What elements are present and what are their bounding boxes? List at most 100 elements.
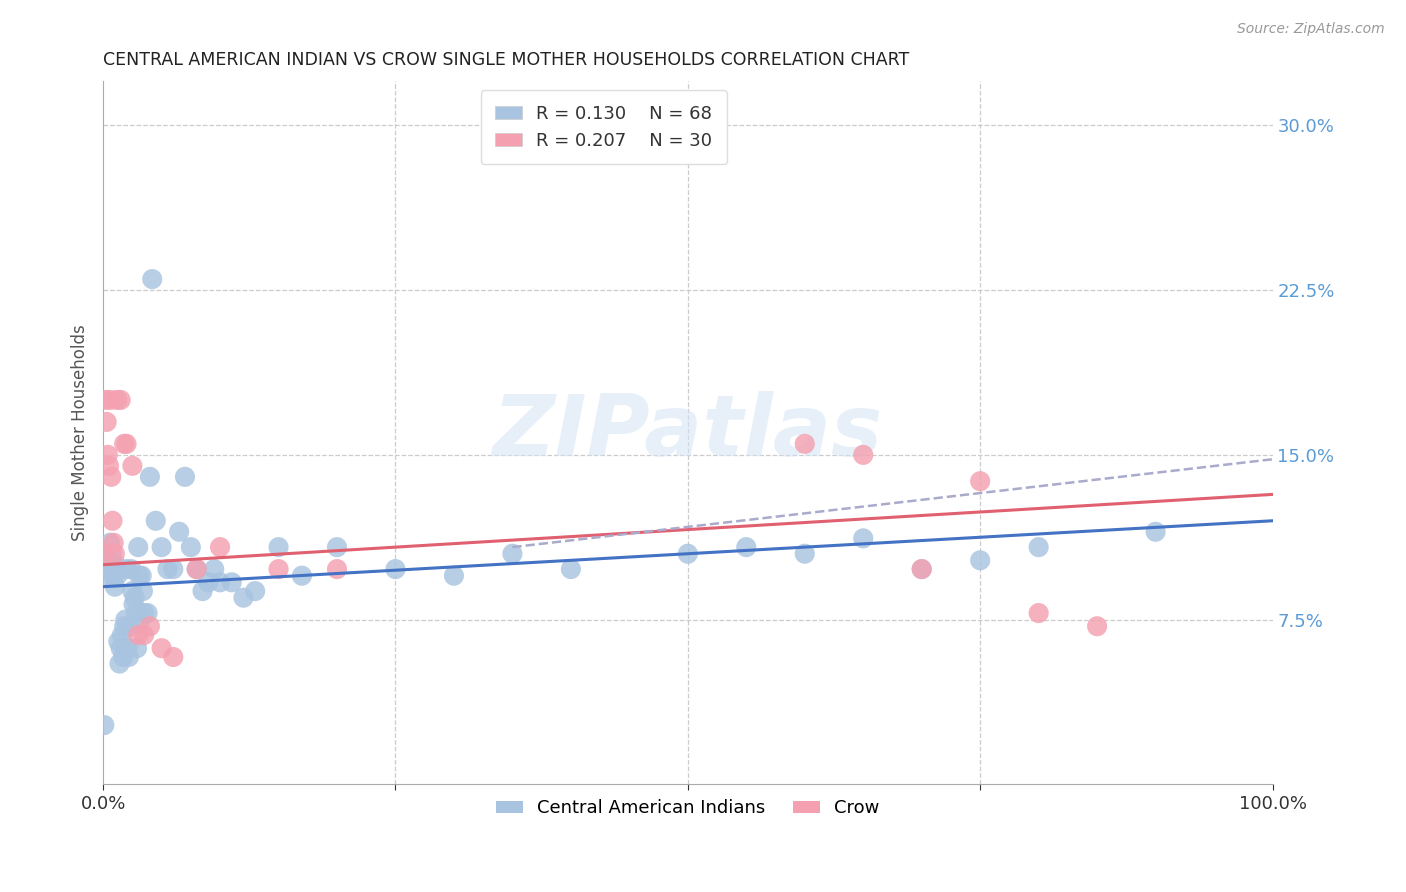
Point	[384, 562, 406, 576]
Point	[111, 628, 134, 642]
Point	[209, 575, 232, 590]
Point	[100, 470, 122, 484]
Point	[98, 458, 121, 473]
Y-axis label: Single Mother Households: Single Mother Households	[72, 325, 89, 541]
Point	[101, 514, 124, 528]
Point	[136, 606, 159, 620]
Point	[1144, 524, 1167, 539]
Point	[129, 613, 152, 627]
Point	[131, 568, 153, 582]
Point	[125, 606, 148, 620]
Point	[100, 547, 122, 561]
Point	[97, 448, 120, 462]
Point	[911, 562, 934, 576]
Point	[117, 641, 139, 656]
Point	[104, 547, 127, 561]
Point	[162, 562, 184, 576]
Point	[162, 650, 184, 665]
Point	[243, 584, 266, 599]
Point	[115, 562, 138, 576]
Point	[1028, 540, 1050, 554]
Point	[127, 628, 149, 642]
Point	[852, 532, 875, 546]
Point	[112, 619, 135, 633]
Point	[94, 547, 117, 561]
Point	[267, 540, 290, 554]
Point	[101, 558, 124, 572]
Point	[560, 562, 582, 576]
Point	[105, 392, 128, 407]
Point	[141, 272, 163, 286]
Point	[735, 540, 758, 554]
Point	[96, 415, 118, 429]
Point	[197, 575, 219, 590]
Point	[124, 591, 146, 605]
Point	[202, 562, 225, 576]
Point	[111, 650, 134, 665]
Point	[326, 562, 349, 576]
Point	[97, 558, 120, 572]
Point	[793, 547, 815, 561]
Point	[267, 562, 290, 576]
Point	[150, 540, 173, 554]
Point	[110, 392, 132, 407]
Point	[501, 547, 523, 561]
Point	[125, 641, 148, 656]
Point	[291, 568, 314, 582]
Point	[793, 437, 815, 451]
Point	[115, 437, 138, 451]
Point	[132, 628, 155, 642]
Text: Source: ZipAtlas.com: Source: ZipAtlas.com	[1237, 22, 1385, 37]
Point	[98, 562, 121, 576]
Point	[96, 568, 118, 582]
Point	[186, 562, 208, 576]
Point	[167, 524, 190, 539]
Point	[107, 634, 129, 648]
Point	[127, 540, 149, 554]
Text: ZIPatlas: ZIPatlas	[492, 392, 883, 475]
Point	[105, 568, 128, 582]
Point	[120, 562, 142, 576]
Point	[911, 562, 934, 576]
Point	[232, 591, 254, 605]
Point	[110, 641, 132, 656]
Point	[180, 540, 202, 554]
Point	[132, 606, 155, 620]
Point	[103, 568, 125, 582]
Point	[221, 575, 243, 590]
Point	[104, 580, 127, 594]
Point	[186, 562, 208, 576]
Point	[1028, 606, 1050, 620]
Point	[122, 597, 145, 611]
Point	[128, 568, 150, 582]
Point	[118, 650, 141, 665]
Point	[104, 558, 127, 572]
Point	[191, 584, 214, 599]
Point	[1085, 619, 1108, 633]
Point	[443, 568, 465, 582]
Point	[132, 584, 155, 599]
Point	[145, 514, 167, 528]
Point	[108, 657, 131, 671]
Point	[103, 535, 125, 549]
Point	[174, 470, 197, 484]
Point	[139, 619, 162, 633]
Point	[156, 562, 179, 576]
Point	[209, 540, 232, 554]
Legend: Central American Indians, Crow: Central American Indians, Crow	[489, 792, 887, 824]
Point	[852, 448, 875, 462]
Point	[118, 619, 141, 633]
Point	[150, 641, 173, 656]
Point	[114, 613, 136, 627]
Text: CENTRAL AMERICAN INDIAN VS CROW SINGLE MOTHER HOUSEHOLDS CORRELATION CHART: CENTRAL AMERICAN INDIAN VS CROW SINGLE M…	[103, 51, 910, 69]
Point	[326, 540, 349, 554]
Point	[112, 437, 135, 451]
Point	[676, 547, 699, 561]
Point	[969, 553, 991, 567]
Point	[969, 474, 991, 488]
Point	[121, 458, 143, 473]
Point	[98, 535, 121, 549]
Point	[93, 547, 115, 561]
Point	[93, 718, 115, 732]
Point	[98, 392, 121, 407]
